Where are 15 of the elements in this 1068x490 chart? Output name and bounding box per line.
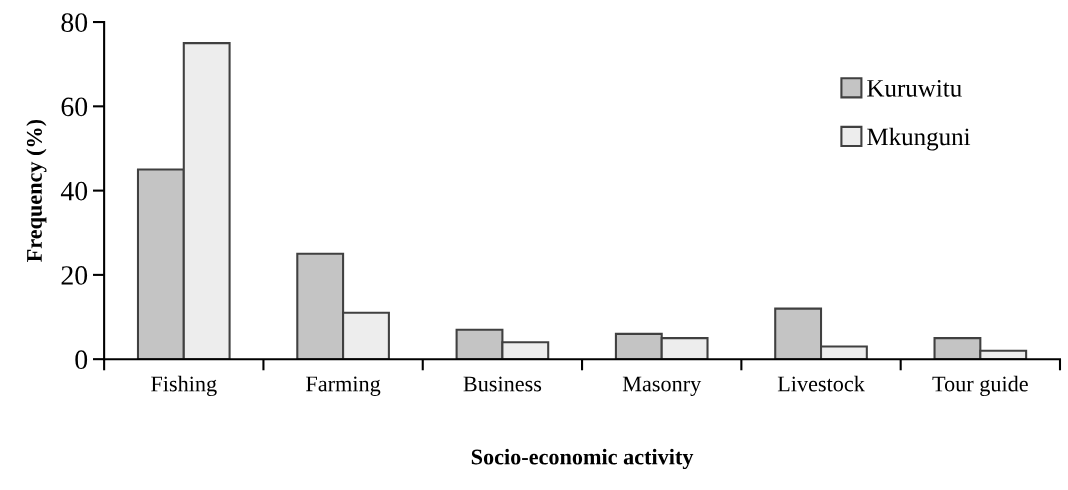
y-tick-label: 0	[75, 350, 88, 370]
y-tick-label: 40	[60, 181, 88, 201]
x-tick-label: Farming	[306, 376, 381, 396]
y-tick-label: 60	[61, 97, 88, 117]
y-tick-label: 80	[61, 13, 88, 32]
x-tick-label: Fishing	[151, 375, 217, 397]
x-axis-title: Socio-economic activity	[471, 448, 694, 470]
y-axis-title: Frequency (%)	[26, 119, 47, 262]
x-tick-label: Tour guide	[932, 375, 1028, 397]
legend-label: Mkunguni	[867, 127, 971, 151]
legend-label: Kuruwitu	[867, 79, 962, 97]
x-tick-label: Livestock	[777, 375, 865, 392]
x-tick-label: Business	[463, 376, 542, 392]
y-tick-label: 20	[61, 266, 88, 285]
x-tick-label: Masonry	[622, 376, 702, 396]
